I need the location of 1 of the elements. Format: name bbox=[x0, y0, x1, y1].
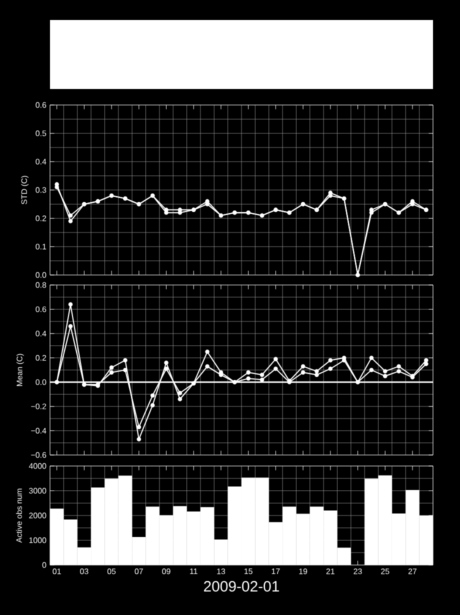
x-axis-title: 2009-02-01 bbox=[204, 581, 279, 592]
